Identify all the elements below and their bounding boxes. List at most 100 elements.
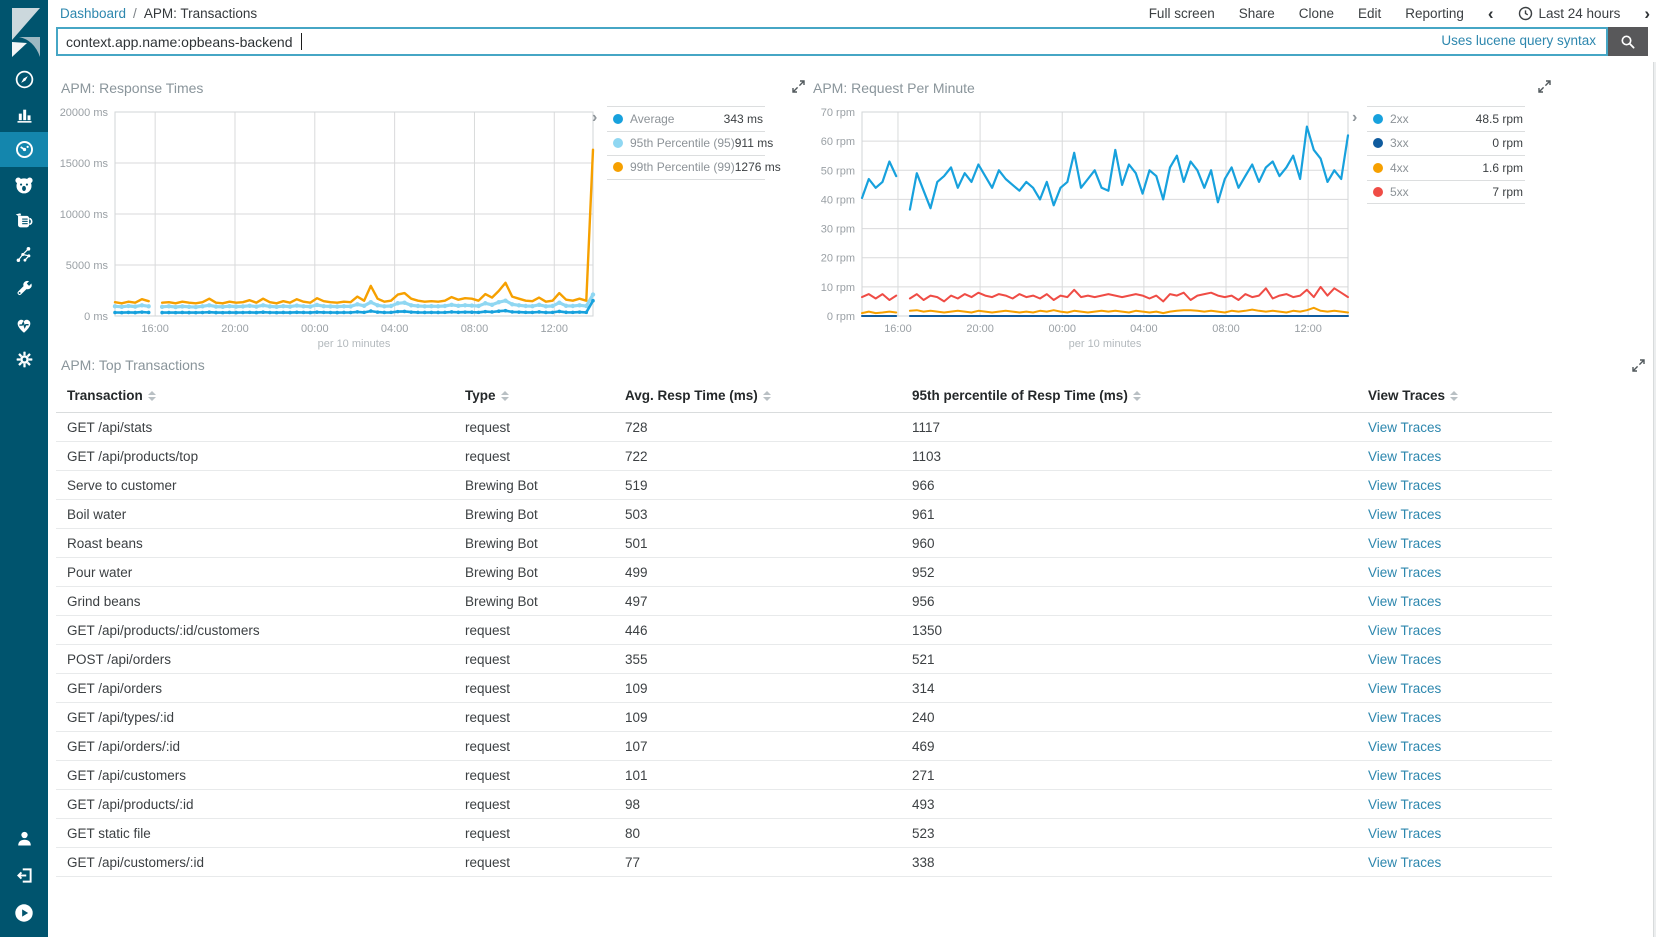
edit-button[interactable]: Edit: [1358, 5, 1382, 21]
legend-label: 99th Percentile (99): [630, 160, 735, 175]
cell-type: request: [454, 760, 614, 790]
view-traces-link[interactable]: View Traces: [1368, 419, 1442, 435]
legend-value: 343 ms: [723, 111, 763, 126]
legend-item-4xx[interactable]: 4xx 1.6 rpm: [1367, 155, 1525, 180]
time-forward-chevron-icon[interactable]: ›: [1644, 3, 1650, 23]
column-header-type[interactable]: Type: [454, 379, 614, 413]
view-traces-link[interactable]: View Traces: [1368, 506, 1442, 522]
column-header-transaction[interactable]: Transaction: [56, 379, 454, 413]
share-button[interactable]: Share: [1238, 5, 1275, 21]
cell-p95: 338: [901, 847, 1357, 877]
legend-color-dot: [613, 138, 623, 149]
view-traces-link[interactable]: View Traces: [1368, 564, 1442, 580]
full-screen-button[interactable]: Full screen: [1148, 5, 1215, 21]
view-traces-link[interactable]: View Traces: [1368, 680, 1442, 696]
sort-icon: [762, 391, 771, 402]
clone-button[interactable]: Clone: [1298, 5, 1335, 21]
view-traces-link[interactable]: View Traces: [1368, 738, 1442, 754]
legend-item-average[interactable]: Average 343 ms: [607, 106, 765, 131]
legend-value: 7 rpm: [1492, 185, 1523, 200]
cell-avg: 98: [614, 789, 901, 819]
response-times-chart[interactable]: 0 ms 5000 ms 10000 ms 15000 ms 20000 ms 16:00…: [56, 70, 616, 350]
column-header-label: Type: [465, 388, 496, 403]
view-traces-link[interactable]: View Traces: [1368, 622, 1442, 638]
legend-item-95th-percentile-95-[interactable]: 95th Percentile (95) 911 ms: [607, 130, 773, 156]
cell-type: Brewing Bot: [454, 586, 614, 616]
column-header-label: 95th percentile of Resp Time (ms): [912, 388, 1128, 403]
time-range-label: Last 24 hours: [1538, 5, 1621, 21]
view-traces-link[interactable]: View Traces: [1368, 651, 1442, 667]
sort-icon: [1450, 391, 1459, 402]
column-header-view-traces[interactable]: View Traces: [1357, 379, 1552, 413]
sidebar-item-graph[interactable]: [0, 237, 48, 272]
cell-transaction: Roast beans: [56, 528, 454, 558]
expand-panel-icon[interactable]: [792, 80, 806, 94]
column-header-95th-percentile-of-resp-time-ms-[interactable]: 95th percentile of Resp Time (ms): [901, 379, 1357, 413]
table-row: GET /api/products/:id request 98 493 View Tr…: [56, 789, 1552, 819]
panel-title: APM: Response Times: [61, 80, 204, 96]
legend-label: 2xx: [1390, 111, 1409, 126]
cell-p95: 469: [901, 731, 1357, 761]
sidebar-item-visualize[interactable]: [0, 97, 48, 132]
search-input[interactable]: [58, 29, 1606, 54]
request-per-minute-chart[interactable]: 0 rpm 10 rpm 20 rpm 30 rpm 40 rpm 50 rpm 60 rp…: [800, 70, 1560, 350]
sidebar-item-account[interactable]: [0, 820, 48, 857]
column-header-avg-resp-time-ms-[interactable]: Avg. Resp Time (ms): [614, 379, 901, 413]
sidebar-item-monitoring[interactable]: [0, 307, 48, 342]
cell-p95: 521: [901, 644, 1357, 674]
cell-transaction: GET /api/products/top: [56, 441, 454, 471]
sidebar-item-apm[interactable]: [0, 167, 48, 202]
sidebar-item-logout[interactable]: [0, 857, 48, 894]
legend-collapse-chevron-icon[interactable]: ›: [1352, 109, 1358, 126]
svg-text:12:00: 12:00: [541, 323, 569, 335]
view-traces-link[interactable]: View Traces: [1368, 709, 1442, 725]
legend-item-99th-percentile-99-[interactable]: 99th Percentile (99) 1276 ms: [607, 155, 781, 180]
legend-item-3xx[interactable]: 3xx 0 rpm: [1367, 130, 1525, 156]
sidebar-item-logstash[interactable]: [0, 202, 48, 237]
cell-transaction: Grind beans: [56, 586, 454, 616]
lucene-syntax-link[interactable]: Uses lucene query syntax: [1441, 33, 1596, 48]
breadcrumb-dashboard-link[interactable]: Dashboard: [60, 5, 127, 21]
view-traces-link[interactable]: View Traces: [1368, 448, 1442, 464]
expand-panel-icon[interactable]: [1538, 80, 1552, 94]
cell-type: request: [454, 615, 614, 645]
view-traces-link[interactable]: View Traces: [1368, 825, 1442, 841]
svg-text:20 rpm: 20 rpm: [821, 253, 855, 265]
search-button[interactable]: [1608, 27, 1648, 56]
legend-collapse-chevron-icon[interactable]: ›: [592, 109, 598, 126]
cell-avg: 109: [614, 702, 901, 732]
sidebar-item-discover[interactable]: [0, 62, 48, 97]
view-traces-link[interactable]: View Traces: [1368, 477, 1442, 493]
svg-text:15000 ms: 15000 ms: [60, 158, 109, 170]
legend-item-5xx[interactable]: 5xx 7 rpm: [1367, 179, 1525, 205]
sidebar-collapse-button[interactable]: [0, 894, 48, 931]
legend-color-dot: [1373, 187, 1383, 198]
column-header-label: Avg. Resp Time (ms): [625, 388, 758, 403]
view-traces-link[interactable]: View Traces: [1368, 593, 1442, 609]
scrollbar-track[interactable]: [1653, 62, 1656, 937]
sidebar-item-management[interactable]: [0, 342, 48, 377]
view-traces-link[interactable]: View Traces: [1368, 854, 1442, 870]
sidebar-item-dashboard[interactable]: [0, 132, 48, 167]
panel-title: APM: Top Transactions: [61, 357, 205, 373]
legend-item-2xx[interactable]: 2xx 48.5 rpm: [1367, 106, 1525, 131]
cell-transaction: GET /api/products/:id: [56, 789, 454, 819]
view-traces-link[interactable]: View Traces: [1368, 535, 1442, 551]
table-row: GET static file request 80 523 View Traces: [56, 818, 1552, 848]
reporting-button[interactable]: Reporting: [1405, 5, 1464, 21]
legend-label: 3xx: [1390, 136, 1409, 151]
pitcher-icon: [13, 209, 35, 231]
view-traces-link[interactable]: View Traces: [1368, 796, 1442, 812]
legend-label: 5xx: [1390, 185, 1409, 200]
cell-type: Brewing Bot: [454, 470, 614, 500]
view-traces-link[interactable]: View Traces: [1368, 767, 1442, 783]
time-back-chevron-icon[interactable]: ‹: [1487, 3, 1494, 23]
time-picker[interactable]: Last 24 hours: [1518, 5, 1621, 21]
cell-p95: 956: [901, 586, 1357, 616]
cell-transaction: GET /api/stats: [56, 412, 454, 442]
kibana-logo[interactable]: [0, 0, 48, 62]
legend-value: 1276 ms: [734, 160, 781, 175]
svg-text:04:00: 04:00: [1130, 323, 1158, 335]
sidebar-item-dev-tools[interactable]: [0, 272, 48, 307]
expand-panel-icon[interactable]: [1632, 359, 1646, 373]
